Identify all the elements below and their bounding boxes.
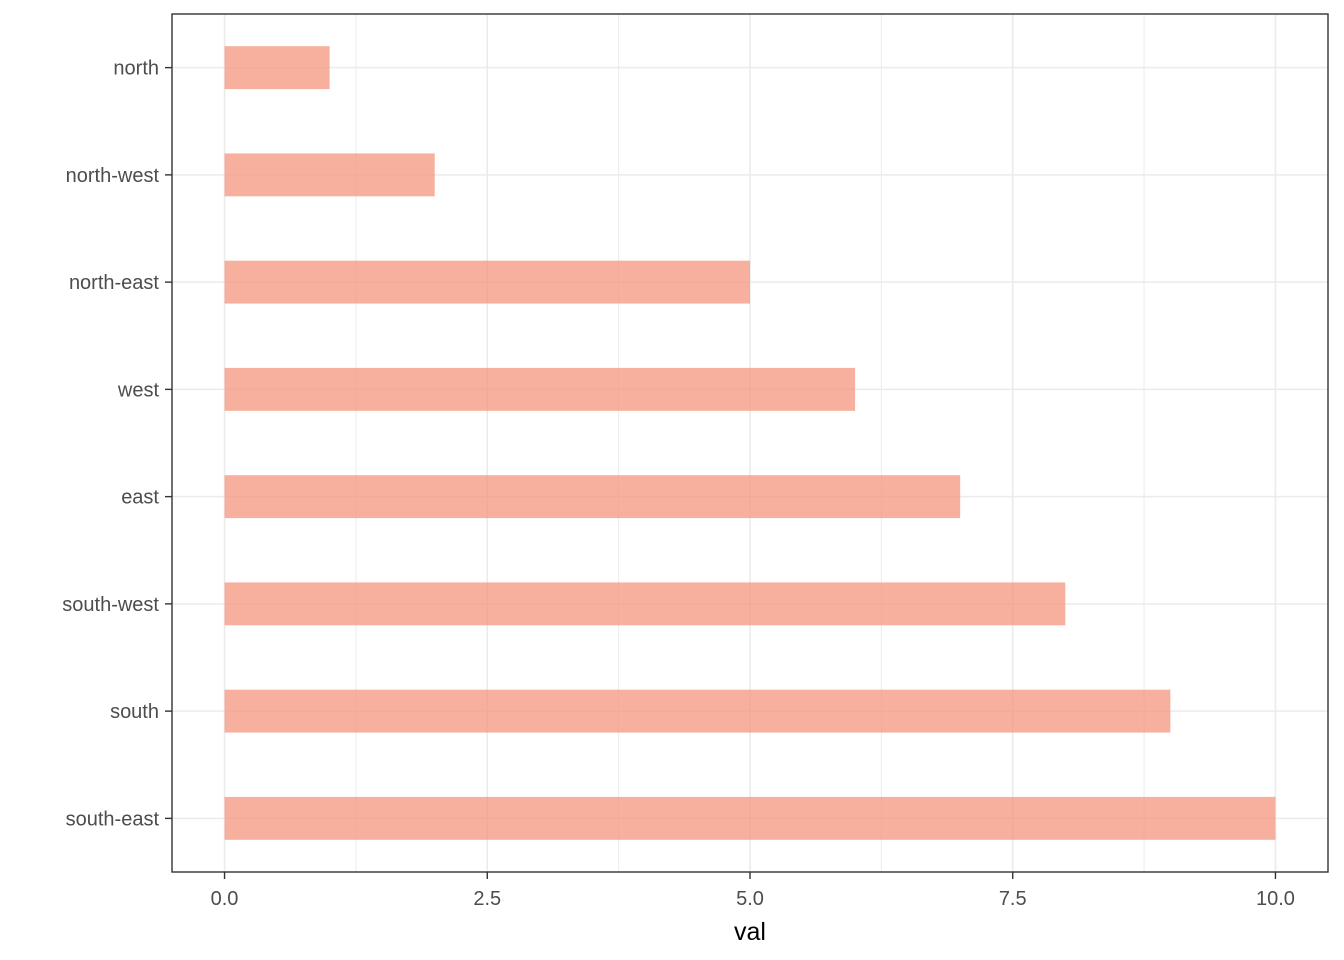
y-tick-label: south-east: [66, 808, 160, 830]
y-tick-label: north-east: [69, 272, 159, 294]
y-tick-label: north: [113, 58, 159, 80]
bar-south-east: [224, 796, 1276, 840]
x-tick-label: 2.5: [473, 888, 501, 910]
y-tick-label: east: [121, 487, 159, 509]
bar-north-east: [224, 260, 750, 304]
bar-south-west: [224, 582, 1066, 626]
bar-south: [224, 689, 1171, 733]
x-axis: 0.0 2.5 5.0 7.5 10.0: [211, 872, 1295, 910]
x-tick-label: 10.0: [1256, 888, 1295, 910]
bar-north-west: [224, 153, 435, 197]
x-tick-label: 0.0: [211, 888, 239, 910]
bar-north: [224, 46, 330, 90]
y-tick-label: south-west: [62, 594, 159, 616]
x-axis-title: val: [734, 918, 766, 946]
y-tick-label: south: [110, 701, 159, 723]
x-tick-label: 5.0: [736, 888, 764, 910]
bars: [224, 46, 1276, 840]
y-tick-label: north-west: [66, 165, 160, 187]
x-tick-label: 7.5: [999, 888, 1027, 910]
y-tick-label: west: [117, 379, 160, 401]
y-axis: north north-west north-east west east south-w…: [62, 58, 172, 830]
bar-west: [224, 367, 856, 411]
bar-east: [224, 475, 961, 519]
